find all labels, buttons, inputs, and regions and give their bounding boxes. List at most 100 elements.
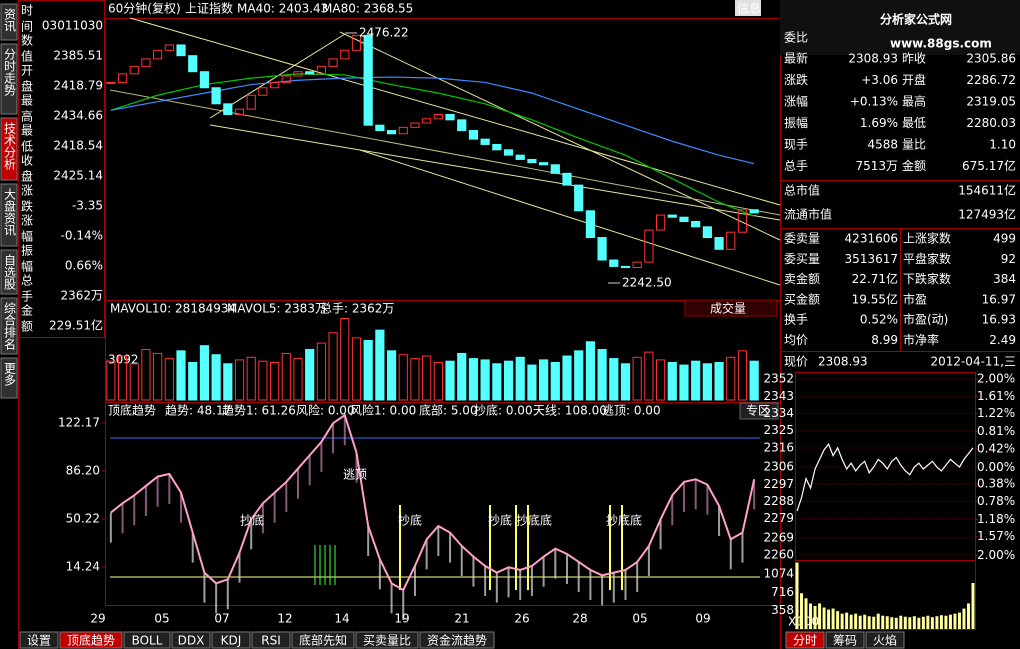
candle — [468, 130, 479, 140]
volume-bar — [199, 345, 210, 401]
info-label: 收盘 — [20, 154, 34, 186]
side-tab[interactable] — [0, 43, 18, 115]
market-value: 154611亿 — [958, 183, 1016, 198]
market-value: 127493亿 — [958, 207, 1016, 222]
volume-bar — [129, 363, 139, 401]
indicator-header: 趋势1: 61.26 — [222, 404, 296, 418]
stat-label: 委卖量 — [784, 232, 820, 246]
volume-bar — [597, 349, 607, 401]
info-value: -3.35 — [72, 199, 103, 213]
candle — [270, 81, 280, 89]
stat-value: 499 — [993, 232, 1016, 246]
bottom-tab[interactable] — [19, 631, 59, 649]
volume-button[interactable] — [684, 299, 778, 317]
intraday-price: 2308.93 — [818, 355, 868, 369]
bottom-tab[interactable] — [123, 631, 171, 649]
bottom-tab[interactable] — [355, 631, 419, 649]
candle — [749, 209, 759, 214]
x-tick-label: 07 — [214, 612, 229, 626]
signal-label: 抄底底 — [606, 513, 642, 528]
volume-bar — [164, 358, 174, 401]
y2-tick-label: 0.81% — [977, 424, 1015, 438]
bottom-tab[interactable] — [291, 631, 355, 649]
indicator-header: 风险: 0.00 — [296, 403, 355, 418]
candle — [164, 44, 174, 51]
info-value: 03011030 — [42, 19, 103, 33]
stat-label: 换手 — [784, 313, 808, 327]
intraday-volume-bar — [962, 608, 966, 629]
zone-button-label: 专区 — [746, 403, 770, 418]
side-tab[interactable] — [0, 249, 18, 295]
volume-tick-label: 358 — [771, 603, 794, 617]
volume-bar — [515, 356, 525, 401]
side-tab[interactable] — [0, 357, 18, 399]
intraday-tab[interactable] — [785, 631, 825, 649]
stat-value: 19.55亿 — [852, 291, 898, 306]
y-tick-label: 2325 — [763, 423, 794, 437]
volume-header: MAVOL5: 2383万 — [227, 302, 327, 316]
volume-bar — [539, 359, 549, 401]
candle — [258, 87, 268, 96]
candle — [234, 108, 245, 116]
x-tick-label: 29 — [90, 612, 105, 626]
y-tick-label: 2352 — [763, 372, 794, 386]
side-tab-label: 自选股 — [3, 254, 17, 291]
info-label: 振幅 — [20, 244, 34, 276]
intraday-volume-bar — [971, 583, 975, 629]
intraday-tab[interactable] — [865, 631, 905, 649]
info-value: 2362万 — [60, 289, 103, 303]
volume-bar — [480, 359, 490, 401]
volume-header: 总手: 2362万 — [320, 302, 394, 316]
bottom-tab-label: 资金流趋势 — [427, 633, 487, 648]
volume-bar — [340, 317, 350, 401]
bottom-tab[interactable] — [59, 631, 123, 649]
side-tab[interactable] — [0, 183, 18, 247]
intraday-volume-bar — [894, 617, 898, 629]
stat-value: 22.71亿 — [852, 271, 898, 286]
x-tick-label: 14 — [334, 612, 349, 626]
candle — [340, 49, 350, 60]
quote-value: 2286.72 — [966, 73, 1016, 87]
intraday-volume-bar — [885, 616, 889, 629]
info-value: 0.66% — [65, 259, 103, 273]
quote-value: 1.69% — [860, 116, 898, 130]
legend-entry: MA80: 2368.55 — [322, 2, 413, 16]
intraday-volume-bar — [804, 598, 808, 629]
side-tab[interactable] — [0, 117, 18, 181]
bottom-tab[interactable] — [251, 631, 291, 649]
stat-label: 上涨家数 — [903, 231, 951, 246]
candle — [679, 216, 689, 222]
symbol: 上证指数 — [185, 1, 233, 16]
candle — [457, 119, 467, 132]
volume-bar — [386, 350, 397, 401]
signal-label: 抄底底 — [516, 513, 552, 528]
zone-button[interactable] — [739, 402, 779, 420]
candle — [597, 237, 607, 261]
intraday-volume-bar — [957, 612, 961, 629]
volume-bar — [655, 359, 666, 401]
signal-label: 抄底 — [488, 513, 512, 528]
intraday-tab[interactable] — [825, 631, 865, 649]
bottom-tab[interactable] — [171, 631, 211, 649]
info-label: 金额 — [20, 303, 34, 336]
info-button[interactable] — [735, 0, 761, 16]
volume-bar — [375, 329, 385, 401]
side-tab[interactable] — [0, 3, 18, 41]
candle — [129, 65, 139, 75]
volume-bar — [457, 352, 467, 401]
intraday-volume-bar — [800, 593, 804, 629]
y2-tick-label: 0.00% — [977, 460, 1015, 474]
candle — [410, 122, 420, 128]
bottom-tab[interactable] — [211, 631, 251, 649]
bottom-tab-label: DDX — [178, 634, 205, 648]
candle — [655, 214, 666, 231]
quote-value: 675.17亿 — [962, 158, 1016, 173]
side-tab[interactable] — [0, 297, 18, 355]
bottom-tab[interactable] — [419, 631, 495, 649]
volume-bar — [574, 350, 584, 401]
quote-value: 2319.05 — [966, 95, 1016, 109]
info-label: 时间 — [20, 4, 34, 36]
candle — [585, 210, 595, 239]
x-tick-label: 05 — [632, 612, 647, 626]
info-label: 最低 — [20, 124, 34, 156]
